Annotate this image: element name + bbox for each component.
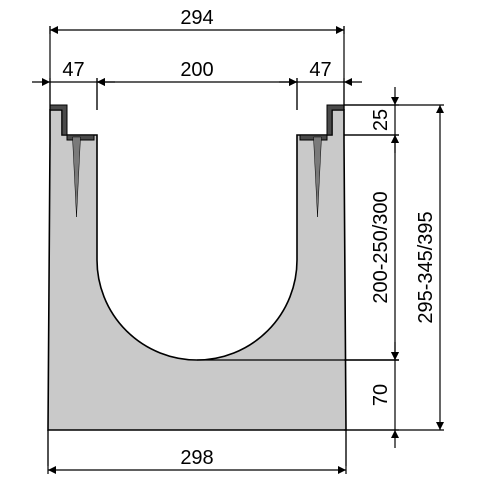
dim-arrow	[344, 78, 352, 86]
dim-label: 295-345/395	[415, 211, 437, 323]
dim-label: 298	[180, 447, 213, 469]
dim-arrow	[391, 135, 399, 143]
dim-arrow	[42, 78, 50, 86]
dim-label: 47	[309, 59, 331, 81]
dim-label: 200	[180, 59, 213, 81]
dim-arrow	[97, 78, 105, 86]
dim-arrow	[48, 466, 56, 474]
dim-label: 200-250/300	[370, 191, 392, 303]
dim-arrow	[50, 26, 58, 34]
dim-arrow	[436, 105, 444, 113]
dim-label: 70	[370, 384, 392, 406]
dim-arrow	[338, 466, 346, 474]
dim-label: 294	[180, 7, 213, 29]
dim-arrow	[289, 78, 297, 86]
dim-arrow	[391, 97, 399, 105]
dim-arrow	[391, 352, 399, 360]
cross-section-diagram: 294 47 200 47 25 200-250/300 70 295-345/395 298	[0, 0, 500, 500]
dim-label: 25	[370, 109, 392, 131]
dim-label: 47	[62, 59, 84, 81]
dim-arrow	[436, 422, 444, 430]
dim-arrow	[336, 26, 344, 34]
channel-body	[48, 110, 346, 430]
dim-arrow	[391, 430, 399, 438]
